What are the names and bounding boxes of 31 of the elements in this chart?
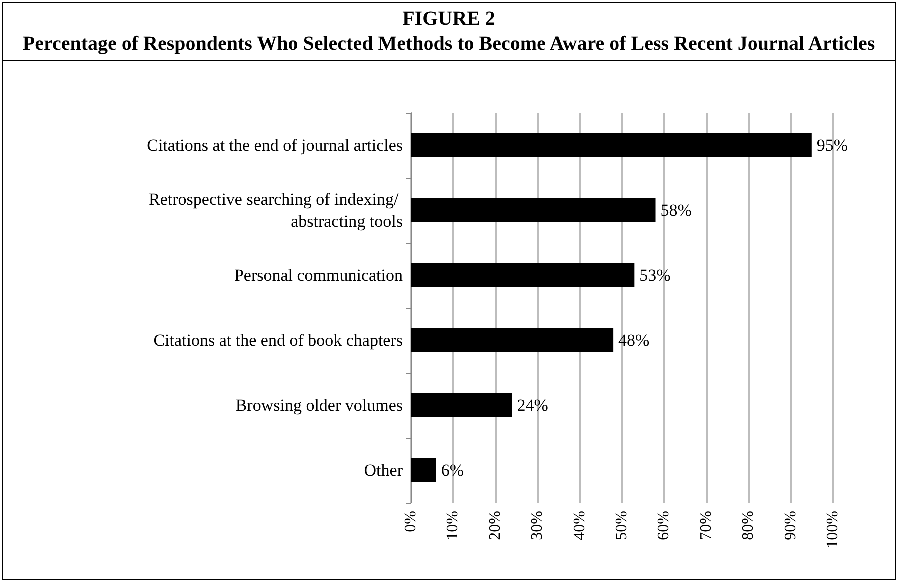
x-tick-label: 40% [571, 511, 588, 540]
x-tick-label: 90% [782, 511, 800, 540]
bar [411, 394, 512, 418]
y-tick-label: Citations at the end of book chapters [154, 331, 403, 350]
chart-subtitle: Percentage of Respondents Who Selected Methods to Become Aware of Less Recent Journal Articles [22, 32, 876, 57]
x-tick-label: 50% [614, 511, 630, 540]
x-tick-label: 100% [824, 511, 842, 548]
data-label: 58% [660, 201, 692, 220]
y-tick-label: Browsing older volumes [236, 396, 403, 415]
bar [411, 134, 812, 158]
y-tick-label: Personal communication [234, 266, 404, 285]
y-tick-label: Retrospective searching of indexing/ abstracting tools [149, 190, 403, 231]
x-tick-label: 30% [529, 511, 546, 540]
y-tick-label: Citations at the end of journal articles [147, 136, 403, 155]
y-tick-label: Other [364, 461, 404, 480]
bar [411, 264, 635, 288]
bar [411, 328, 614, 352]
data-label: 95% [816, 136, 848, 155]
x-tick-label: 60% [656, 511, 673, 540]
data-label: 6% [441, 461, 464, 480]
x-tick-label: 0% [402, 511, 420, 532]
data-label: 24% [517, 396, 548, 415]
bar [411, 198, 656, 222]
x-tick-label: 10% [444, 511, 462, 540]
x-tick-label: 70% [698, 511, 715, 540]
x-tick-label: 80% [740, 511, 758, 540]
data-label: 48% [618, 331, 650, 350]
bar [411, 458, 436, 482]
chart-title: FIGURE 2 [402, 7, 496, 32]
data-label: 53% [640, 266, 671, 285]
x-tick-label: 20% [486, 511, 504, 540]
